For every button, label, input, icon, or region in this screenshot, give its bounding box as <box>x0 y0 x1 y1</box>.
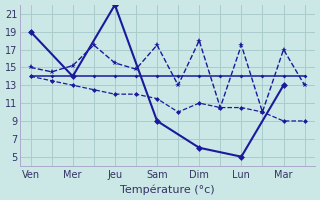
X-axis label: Température (°c): Température (°c) <box>120 185 215 195</box>
